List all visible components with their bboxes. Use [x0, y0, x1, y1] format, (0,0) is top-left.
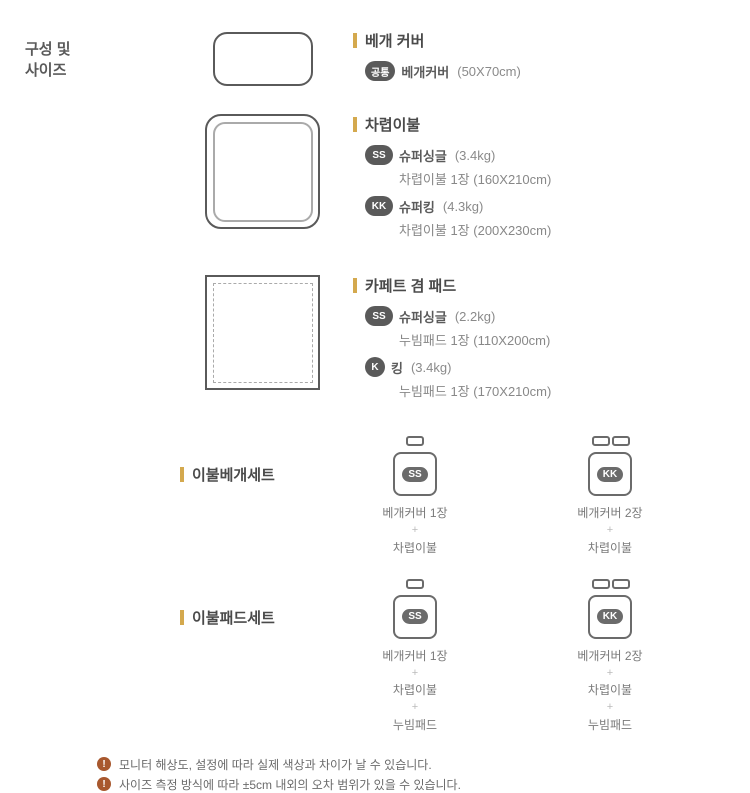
note-line: !사이즈 측정 방식에 따라 ±5cm 내외의 오차 범위가 있을 수 있습니다…	[97, 776, 725, 793]
set-item: SS 베개커버 1장+차렵이불	[345, 436, 485, 557]
row-set2: 이불패드세트 SS 베개커버 1장+차렵이불+누빔패드 KK 베개커버 2장+차렵이불…	[25, 579, 725, 734]
warning-icon: !	[97, 757, 111, 771]
pad-shape-icon	[205, 275, 320, 390]
row-pillow-cover: 구성 및 사이즈 베개 커버 공통 베개커버 (50X70cm)	[25, 30, 725, 86]
pad-item-0: SS 슈퍼싱글 (2.2kg) 누빔패드 1장 (110X200cm)	[353, 306, 725, 349]
note-line: !모니터 해상도, 설정에 따라 실제 색상과 차이가 날 수 있습니다.	[97, 756, 725, 773]
bed-icon: SS	[393, 452, 437, 496]
bed-size-badge: KK	[597, 609, 623, 624]
set-description: 베개커버 1장+차렵이불+누빔패드	[382, 647, 447, 734]
row-comforter: 차렵이불 SS 슈퍼싱글 (3.4kg) 차렵이불 1장 (160X210cm)…	[25, 114, 725, 247]
pillow-icon	[406, 436, 424, 446]
row-pad: 카페트 겸 패드 SS 슈퍼싱글 (2.2kg) 누빔패드 1장 (110X20…	[25, 275, 725, 408]
set-item: KK 베개커버 2장+차렵이불+누빔패드	[540, 579, 680, 734]
badge-common: 공통	[365, 61, 395, 81]
section-title-pillow: 베개 커버	[353, 30, 725, 51]
bedding-set-icon: KK	[582, 436, 638, 496]
spec-pillow: 공통 베개커버 (50X70cm)	[365, 61, 725, 81]
pad-item-1: K 킹 (3.4kg) 누빔패드 1장 (170X210cm)	[353, 357, 725, 400]
bed-icon: SS	[393, 595, 437, 639]
set2-items: SS 베개커버 1장+차렵이불+누빔패드 KK 베개커버 2장+차렵이불+누빔패드	[345, 579, 725, 734]
bed-size-badge: KK	[597, 467, 623, 482]
notes: !모니터 해상도, 설정에 따라 실제 색상과 차이가 날 수 있습니다. !사이…	[25, 756, 725, 793]
set-description: 베개커버 2장+차렵이불	[577, 504, 642, 557]
pillow-shape-icon	[213, 32, 313, 86]
comforter-item-1: KK 슈퍼킹 (4.3kg) 차렵이불 1장 (200X230cm)	[353, 196, 725, 239]
comforter-shape-icon	[205, 114, 320, 229]
section-title-set2: 이불패드세트	[180, 607, 275, 628]
set1-items: SS 베개커버 1장+차렵이불 KK 베개커버 2장+차렵이불	[345, 436, 725, 557]
pillow-icon	[612, 579, 630, 589]
comforter-item-0: SS 슈퍼싱글 (3.4kg) 차렵이불 1장 (160X210cm)	[353, 145, 725, 188]
set-item: KK 베개커버 2장+차렵이불	[540, 436, 680, 557]
row-set1: 이불베개세트 SS 베개커버 1장+차렵이불 KK 베개커버 2장+차렵이불	[25, 436, 725, 557]
page-section-title: 구성 및 사이즈	[25, 30, 180, 80]
bed-icon: KK	[588, 595, 632, 639]
pillow-icon	[592, 579, 610, 589]
pillow-icon	[612, 436, 630, 446]
badge-ss: SS	[365, 145, 393, 165]
badge-ss: SS	[365, 306, 393, 326]
pillow-icon	[592, 436, 610, 446]
warning-icon: !	[97, 777, 111, 791]
bed-size-badge: SS	[402, 467, 427, 482]
badge-k: K	[365, 357, 385, 377]
section-title-pad: 카페트 겸 패드	[353, 275, 725, 296]
bedding-set-icon: SS	[387, 579, 443, 639]
bed-icon: KK	[588, 452, 632, 496]
set-description: 베개커버 1장+차렵이불	[382, 504, 447, 557]
section-title-set1: 이불베개세트	[180, 464, 275, 485]
set-description: 베개커버 2장+차렵이불+누빔패드	[577, 647, 642, 734]
badge-kk: KK	[365, 196, 393, 216]
section-title-comforter: 차렵이불	[353, 114, 725, 135]
bedding-set-icon: SS	[387, 436, 443, 496]
pillow-icon	[406, 579, 424, 589]
bed-size-badge: SS	[402, 609, 427, 624]
set-item: SS 베개커버 1장+차렵이불+누빔패드	[345, 579, 485, 734]
bedding-set-icon: KK	[582, 579, 638, 639]
